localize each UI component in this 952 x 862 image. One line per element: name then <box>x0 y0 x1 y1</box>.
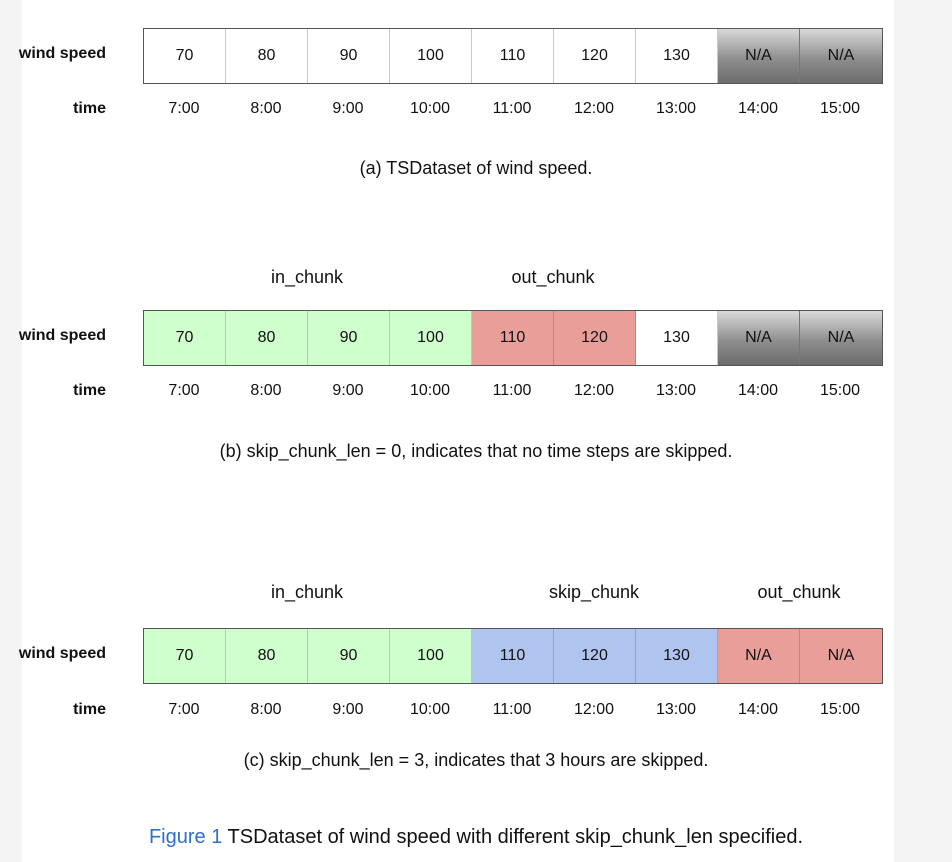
time-labels-a: 7:00 8:00 9:00 10:00 11:00 12:00 13:00 14:00 15:… <box>143 100 881 118</box>
time-label: 9:00 <box>332 100 364 117</box>
wind-speed-cells-a: 70 80 90 100 110 120 130 N/A N/A <box>143 28 883 84</box>
time-label: 13:00 <box>655 701 697 718</box>
time-label: 7:00 <box>168 382 200 399</box>
time-labels-c: 7:00 8:00 9:00 10:00 11:00 12:00 13:00 14:00 15:… <box>143 701 881 719</box>
time-labels-b: 7:00 8:00 9:00 10:00 11:00 12:00 13:00 14:00 15:… <box>143 382 881 400</box>
wind-speed-cell: 110 <box>472 311 554 365</box>
wind-speed-cell: 110 <box>472 629 554 683</box>
wind-speed-cell: 120 <box>554 29 636 83</box>
wind-speed-cell: 100 <box>390 311 472 365</box>
time-label: 7:00 <box>168 100 200 117</box>
row-label-wind-speed: wind speed <box>18 45 106 62</box>
chunk-label-b-in-chunk: in_chunk <box>270 267 344 287</box>
wind-speed-cell: 80 <box>226 311 308 365</box>
wind-speed-cell: 90 <box>308 311 390 365</box>
time-label: 12:00 <box>573 701 615 718</box>
time-label: 9:00 <box>332 382 364 399</box>
panel-caption-c: (c) skip_chunk_len = 3, indicates that 3… <box>243 750 709 770</box>
time-label: 15:00 <box>819 382 861 399</box>
wind-speed-cell: 110 <box>472 29 554 83</box>
panel-caption-b: (b) skip_chunk_len = 0, indicates that n… <box>219 441 733 461</box>
wind-speed-cell: 100 <box>390 29 472 83</box>
chunk-label-c-in-chunk: in_chunk <box>270 582 344 602</box>
wind-speed-cells-c: 70 80 90 100 110 120 130 N/A N/A <box>143 628 883 684</box>
time-label: 11:00 <box>492 701 532 718</box>
wind-speed-cell: 90 <box>308 29 390 83</box>
chunk-label-c-out-chunk: out_chunk <box>757 582 841 602</box>
wind-speed-cell: 130 <box>636 29 718 83</box>
figure-panel <box>22 0 894 862</box>
chunk-label-c-skip-chunk: skip_chunk <box>548 582 640 602</box>
wind-speed-cell: N/A <box>718 29 800 83</box>
time-label: 10:00 <box>409 382 451 399</box>
panel-caption-a: (a) TSDataset of wind speed. <box>359 158 593 178</box>
time-label: 14:00 <box>737 100 779 117</box>
time-label: 8:00 <box>250 382 282 399</box>
time-label: 14:00 <box>737 382 779 399</box>
row-label-wind-speed: wind speed <box>18 645 106 662</box>
wind-speed-cell: N/A <box>718 629 800 683</box>
time-label: 13:00 <box>655 382 697 399</box>
time-label: 13:00 <box>655 100 697 117</box>
wind-speed-cell: 90 <box>308 629 390 683</box>
wind-speed-cell: 80 <box>226 29 308 83</box>
row-label-time: time <box>73 100 106 117</box>
figure-caption: Figure 1 TSDataset of wind speed with di… <box>0 826 952 849</box>
wind-speed-cell: 100 <box>390 629 472 683</box>
time-label: 11:00 <box>492 382 532 399</box>
wind-speed-cell: 120 <box>554 311 636 365</box>
wind-speed-cell: 130 <box>636 629 718 683</box>
row-label-time: time <box>73 701 106 718</box>
time-label: 7:00 <box>168 701 200 718</box>
wind-speed-cell: 80 <box>226 629 308 683</box>
wind-speed-cell: 70 <box>144 311 226 365</box>
time-label: 9:00 <box>332 701 364 718</box>
time-label: 12:00 <box>573 100 615 117</box>
time-label: 8:00 <box>250 100 282 117</box>
time-label: 10:00 <box>409 701 451 718</box>
time-label: 14:00 <box>737 701 779 718</box>
time-label: 10:00 <box>409 100 451 117</box>
time-label: 15:00 <box>819 701 861 718</box>
figure-caption-text: TSDataset of wind speed with different s… <box>222 826 804 848</box>
wind-speed-cell: 120 <box>554 629 636 683</box>
wind-speed-cell: N/A <box>718 311 800 365</box>
time-label: 12:00 <box>573 382 615 399</box>
time-label: 11:00 <box>492 100 532 117</box>
time-label: 8:00 <box>250 701 282 718</box>
wind-speed-cell: 70 <box>144 29 226 83</box>
row-label-wind-speed: wind speed <box>18 327 106 344</box>
chunk-label-b-out-chunk: out_chunk <box>511 267 595 287</box>
wind-speed-cells-b: 70 80 90 100 110 120 130 N/A N/A <box>143 310 883 366</box>
wind-speed-cell: N/A <box>800 29 882 83</box>
wind-speed-cell: N/A <box>800 629 882 683</box>
wind-speed-cell: 70 <box>144 629 226 683</box>
wind-speed-cell: N/A <box>800 311 882 365</box>
row-label-time: time <box>73 382 106 399</box>
time-label: 15:00 <box>819 100 861 117</box>
wind-speed-cell: 130 <box>636 311 718 365</box>
figure-number: Figure 1 <box>148 826 223 848</box>
